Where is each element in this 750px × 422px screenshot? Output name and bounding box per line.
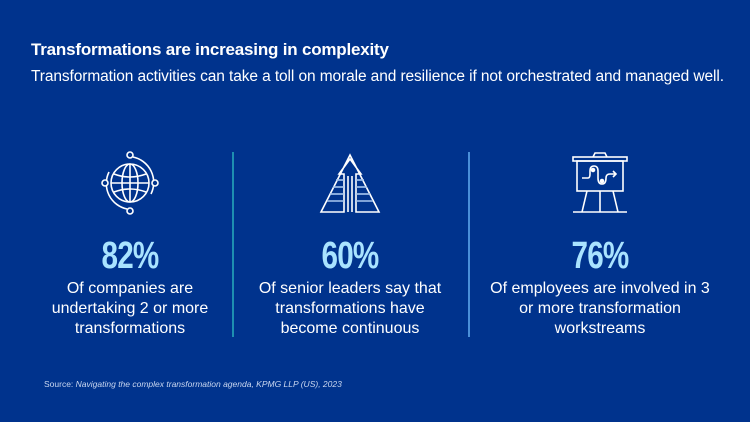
- presentation-easel-icon: [482, 150, 718, 216]
- stat-description: Of employees are involved in 3 or more t…: [490, 280, 710, 337]
- column-divider: [468, 152, 470, 337]
- stat-card-employees: 76% Of employees are involved in 3 or mo…: [482, 150, 718, 339]
- stat-description: Of senior leaders say that transformatio…: [258, 280, 442, 337]
- slide-subtitle: Transformation activities can take a tol…: [31, 68, 724, 85]
- source-citation: Source: Navigating the complex transform…: [44, 379, 342, 389]
- globe-network-icon: [12, 150, 248, 216]
- column-divider: [232, 152, 234, 337]
- source-reference: Navigating the complex transformation ag…: [75, 379, 342, 389]
- upward-arrow-pyramid-icon: [232, 150, 468, 216]
- stat-card-leaders: 60% Of senior leaders say that transform…: [232, 150, 468, 339]
- stat-description: Of companies are undertaking 2 or more t…: [51, 280, 209, 337]
- slide-title: Transformations are increasing in comple…: [31, 40, 389, 59]
- stat-value: 76%: [571, 235, 630, 277]
- stat-value: 82%: [101, 235, 160, 277]
- source-label: Source:: [44, 379, 74, 389]
- stat-value: 60%: [321, 235, 380, 277]
- stat-card-companies: 82% Of companies are undertaking 2 or mo…: [12, 150, 248, 339]
